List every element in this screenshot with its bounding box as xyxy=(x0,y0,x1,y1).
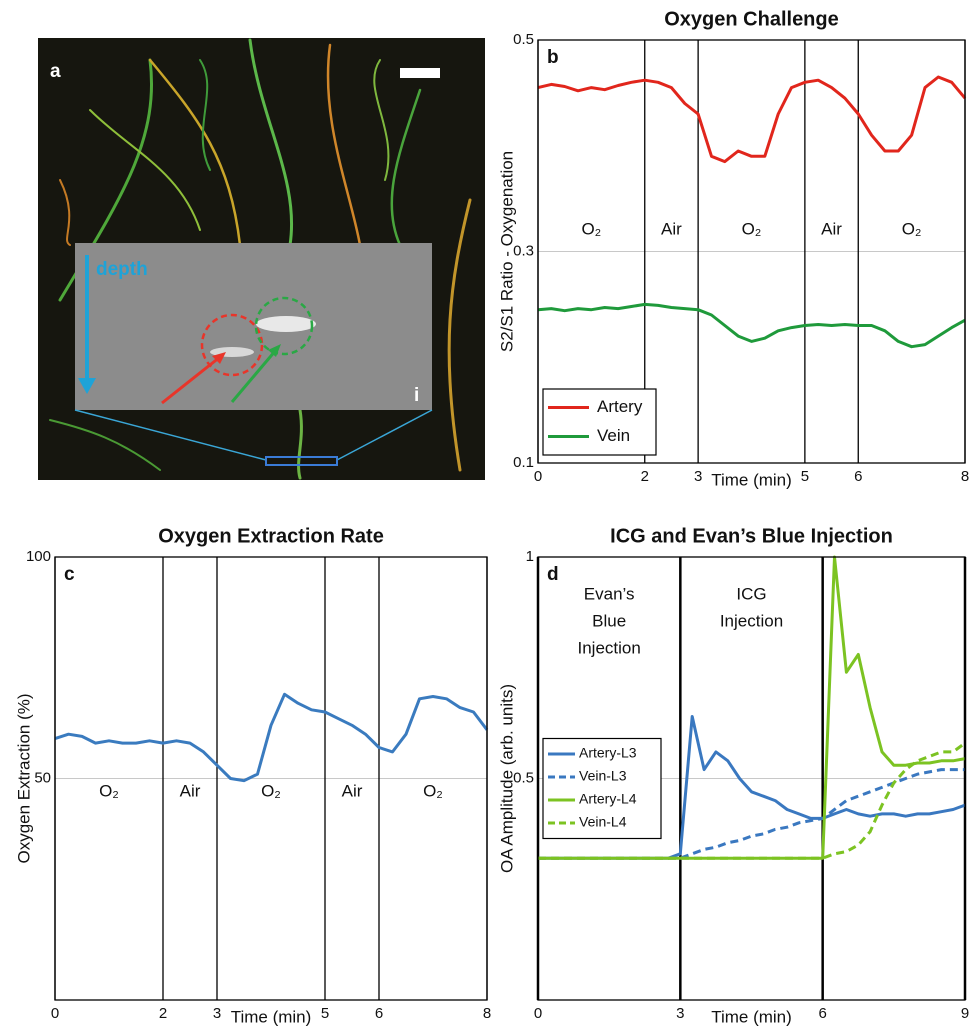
annotation: ICG xyxy=(736,584,766,603)
vein-arrow xyxy=(230,349,278,403)
y-tick-label: 0.3 xyxy=(513,242,534,259)
legend-label: Artery-L4 xyxy=(579,791,637,807)
chart: 0.1 0.3 0.5 0 2 3 5 6 8 O₂ Air O₂ Air O₂ Oxygen Challe… xyxy=(497,8,969,489)
x-tick-label: 0 xyxy=(534,1005,542,1022)
x-tick-label: 3 xyxy=(676,1005,684,1022)
x-tick-label: 8 xyxy=(961,468,969,485)
y-axis-label: Oxygen Extraction (%) xyxy=(14,693,33,863)
x-tick-label: 8 xyxy=(483,1005,491,1022)
artery-arrow xyxy=(161,355,221,405)
phase-label: O₂ xyxy=(581,219,601,238)
zoom-region xyxy=(265,456,338,466)
y-tick-label: 0.5 xyxy=(513,31,534,48)
image-panel: a depth i xyxy=(38,38,485,480)
vessel-cross-section xyxy=(256,316,316,332)
chart-title: Oxygen Challenge xyxy=(664,8,839,30)
plot-frame xyxy=(537,556,966,1001)
panel-label: d xyxy=(547,564,559,585)
plot-frame xyxy=(537,39,966,464)
arrowhead xyxy=(212,352,226,364)
vein-circle xyxy=(254,296,314,356)
phase-label: O₂ xyxy=(261,781,281,800)
x-tick-label: 6 xyxy=(854,468,862,485)
legend-label: Artery-L3 xyxy=(579,745,637,761)
artery-circle xyxy=(200,313,264,377)
inset-label: i xyxy=(414,385,419,406)
x-tick-label: 9 xyxy=(961,1005,969,1022)
zoom-lines xyxy=(74,409,433,461)
annotation: Blue xyxy=(592,611,626,630)
depth-label: depth xyxy=(96,259,148,280)
panel-label: c xyxy=(64,564,75,585)
x-tick-label: 6 xyxy=(818,1005,826,1022)
y-tick-label: 100 xyxy=(26,548,51,565)
inset-image xyxy=(75,243,432,410)
x-tick-label: 3 xyxy=(694,468,702,485)
series-line xyxy=(537,75,967,164)
phase-label: Air xyxy=(661,219,682,238)
phase-label: O₂ xyxy=(902,219,922,238)
y-tick-label: 1 xyxy=(526,548,534,565)
x-tick-label: 0 xyxy=(534,468,542,485)
x-tick-label: 2 xyxy=(641,468,649,485)
vessels xyxy=(49,38,472,480)
x-tick-label: 3 xyxy=(213,1005,221,1022)
annotation: Evan’s xyxy=(584,584,635,603)
y-tick-label: 0.5 xyxy=(513,769,534,786)
panel-label: a xyxy=(50,61,61,82)
phase-label: O₂ xyxy=(423,781,443,800)
x-tick-label: 5 xyxy=(321,1005,329,1022)
arrowhead xyxy=(78,378,96,394)
x-axis-label: Time (min) xyxy=(711,1007,792,1026)
panel-label: b xyxy=(547,47,559,68)
chart: 50 100 0 2 3 5 6 8 O₂ Air O₂ Air O₂ Oxygen Extraction… xyxy=(14,525,491,1026)
y-axis-label: OA Amplitude (arb. units) xyxy=(497,684,516,873)
chart-title: ICG and Evan’s Blue Injection xyxy=(610,525,893,547)
annotation: Injection xyxy=(720,611,783,630)
annotation: Injection xyxy=(578,638,641,657)
phase-label: O₂ xyxy=(99,781,119,800)
x-tick-label: 5 xyxy=(801,468,809,485)
legend-label: Vein-L3 xyxy=(579,768,627,784)
x-axis-label: Time (min) xyxy=(231,1007,312,1026)
phase-label: Air xyxy=(821,219,842,238)
legend-label: Artery xyxy=(597,397,643,416)
y-axis-label: S2/S1 Ratio - Oxygenation xyxy=(497,151,516,352)
legend-label: Vein-L4 xyxy=(579,814,627,830)
arrowhead xyxy=(268,344,281,357)
series-line xyxy=(54,692,489,783)
x-tick-label: 6 xyxy=(375,1005,383,1022)
series-line xyxy=(538,741,966,860)
chart-title: Oxygen Extraction Rate xyxy=(158,525,384,547)
phase-label: O₂ xyxy=(742,219,762,238)
scale-bar xyxy=(400,68,440,78)
y-tick-label: 50 xyxy=(34,769,51,786)
x-tick-label: 0 xyxy=(51,1005,59,1022)
plot-frame xyxy=(54,556,488,1001)
y-tick-label: 0.1 xyxy=(513,454,534,471)
series-line xyxy=(537,302,966,349)
x-axis-label: Time (min) xyxy=(711,470,792,489)
phase-label: Air xyxy=(180,781,201,800)
x-tick-label: 2 xyxy=(159,1005,167,1022)
legend-box xyxy=(542,388,657,456)
phase-label: Air xyxy=(342,781,363,800)
legend-label: Vein xyxy=(597,426,630,445)
chart: 0.5 1 0 3 6 9 Evan’s Blue Injection ICG Injection I… xyxy=(497,525,969,1026)
